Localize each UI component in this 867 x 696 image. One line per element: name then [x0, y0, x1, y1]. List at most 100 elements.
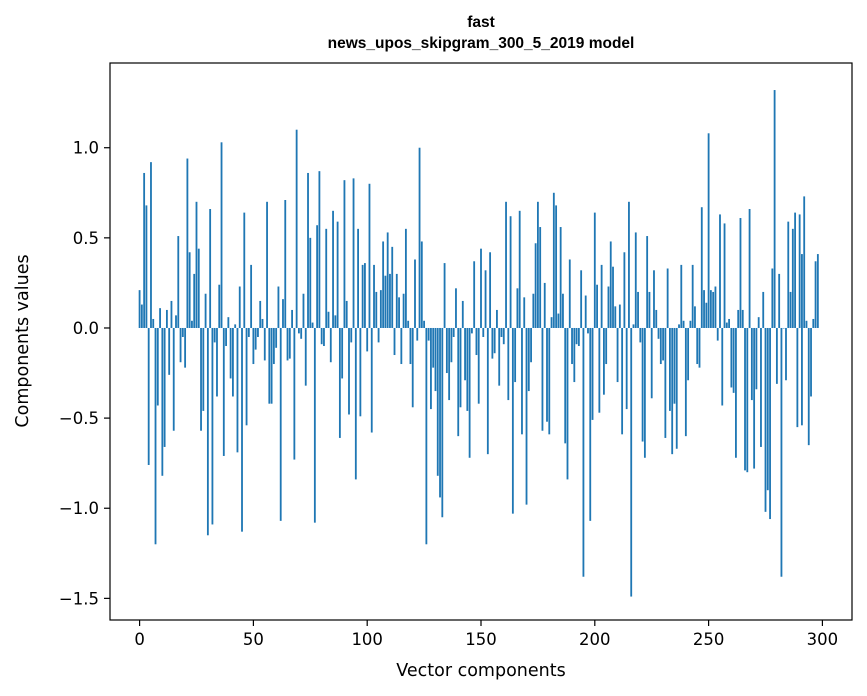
bar: [375, 291, 378, 328]
bar: [206, 327, 209, 536]
bar: [669, 327, 671, 411]
bar: [145, 205, 148, 328]
bar: [575, 327, 578, 345]
bar: [473, 261, 476, 328]
bar: [744, 327, 746, 471]
bar: [329, 327, 332, 363]
bar: [730, 327, 733, 388]
bar: [295, 129, 298, 328]
bar: [389, 273, 391, 328]
bar: [785, 327, 787, 381]
bar: [466, 327, 469, 411]
bar: [587, 327, 589, 334]
bar: [484, 270, 487, 328]
bar: [216, 327, 218, 397]
bar: [327, 311, 330, 328]
x-axis-ticks: 0 50 100 150 200 250 300: [134, 620, 838, 649]
bar: [662, 327, 664, 361]
bar: [370, 327, 373, 433]
bar: [694, 306, 696, 328]
bar: [598, 327, 601, 413]
bar: [436, 327, 439, 476]
bar: [684, 327, 687, 437]
bar: [596, 284, 598, 328]
bar: [477, 327, 480, 404]
bar: [521, 327, 523, 435]
bar: [311, 322, 314, 328]
bar: [366, 327, 369, 352]
bar: [580, 270, 583, 328]
bar: [352, 178, 355, 328]
bar: [584, 295, 587, 328]
bar: [386, 232, 389, 328]
bar: [650, 327, 653, 399]
bar: [313, 327, 316, 523]
bar: [593, 212, 596, 328]
bar: [675, 327, 678, 449]
bar: [254, 327, 257, 350]
bar: [161, 327, 164, 476]
bar: [455, 288, 457, 328]
bar: [382, 241, 385, 328]
bar: [577, 327, 580, 347]
bar: [257, 327, 259, 337]
bar: [678, 324, 680, 328]
bar: [534, 243, 537, 328]
bar: [211, 327, 214, 525]
bar: [266, 201, 268, 328]
bar: [719, 214, 721, 328]
bar: [552, 192, 555, 328]
bar: [379, 290, 382, 328]
bar: [234, 324, 237, 328]
bar: [373, 264, 375, 328]
bar: [621, 327, 624, 435]
bar: [641, 327, 644, 442]
bar: [250, 264, 253, 328]
bar: [288, 327, 291, 359]
bar: [536, 201, 539, 328]
bar: [200, 327, 202, 431]
bar: [555, 205, 558, 328]
bar: [687, 327, 690, 381]
bar: [541, 327, 544, 431]
bar: [546, 327, 548, 422]
bar: [525, 327, 528, 505]
bar: [757, 317, 760, 328]
bar: [443, 263, 446, 328]
bar: [637, 291, 639, 328]
bar: [732, 327, 735, 393]
bar: [489, 252, 492, 328]
x-tick-label: 50: [243, 630, 264, 649]
bar: [341, 327, 344, 379]
bar: [439, 327, 441, 498]
bar: [350, 327, 353, 343]
bar: [657, 327, 660, 339]
bar: [780, 327, 783, 577]
y-tick-label: −1.5: [59, 589, 99, 608]
bar: [395, 273, 398, 328]
y-tick-label: 0.0: [73, 319, 99, 338]
bar: [402, 293, 405, 328]
bar: [666, 268, 669, 328]
bar: [404, 228, 407, 328]
bar: [557, 313, 560, 328]
x-axis-label: Vector components: [396, 661, 565, 681]
bar: [728, 318, 730, 328]
bar: [516, 288, 519, 328]
bar: [268, 327, 271, 404]
bar: [377, 327, 380, 343]
bar: [514, 327, 517, 383]
bar-series: [138, 90, 819, 597]
bar: [384, 275, 387, 328]
bar: [423, 320, 426, 328]
bar: [414, 259, 416, 328]
bar: [705, 302, 708, 328]
bar: [807, 327, 810, 446]
bar: [630, 327, 633, 597]
bar: [696, 327, 699, 365]
bar: [609, 241, 612, 328]
bar: [600, 264, 603, 328]
y-axis-ticks: −1.5 −1.0 −0.5 0.0 0.5 1.0: [59, 139, 110, 608]
bar: [764, 327, 767, 512]
